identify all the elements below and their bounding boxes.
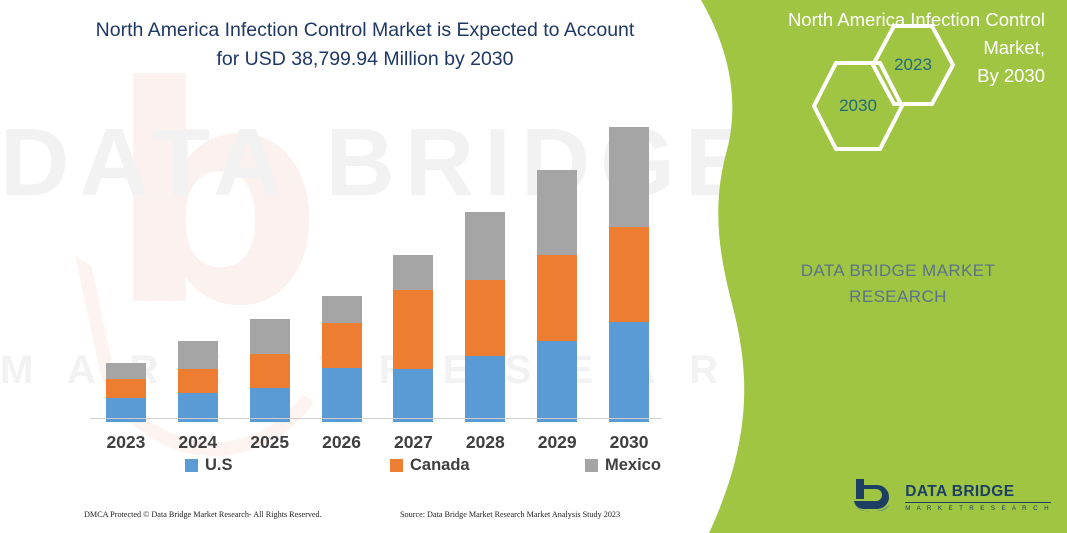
- x-axis-label-2023: 2023: [106, 432, 146, 452]
- legend-label: Canada: [410, 456, 470, 474]
- hexagon-outline-icon: [811, 61, 905, 151]
- bar-segment: [249, 318, 290, 354]
- footer: DMCA Protected © Data Bridge Market Rese…: [0, 506, 700, 528]
- x-axis-tick-labels: 2023 2024 2025 2026 2027 2028 2029 2030: [90, 432, 665, 458]
- bar-group: [105, 363, 146, 422]
- legend-swatch-icon: [185, 459, 198, 472]
- x-axis-label-2025: 2025: [250, 432, 290, 452]
- panel-title-line-2: By 2030: [977, 65, 1045, 86]
- x-axis-label-2028: 2028: [465, 432, 505, 452]
- bar-segment: [537, 341, 578, 422]
- bar-segment: [177, 341, 218, 369]
- bar-segment: [321, 323, 362, 368]
- bar-group: [537, 170, 578, 422]
- bar-segment: [249, 353, 290, 388]
- bar-segment: [465, 356, 506, 422]
- hexagon-badge-2023: 2023: [869, 22, 957, 108]
- legend-label: U.S: [205, 456, 233, 474]
- chart-legend: U.S Canada Mexico: [90, 456, 665, 480]
- panel-brand-text: DATA BRIDGE MARKET RESEARCH: [753, 258, 1043, 310]
- chart-title-line-1: North America Infection Control Market i…: [95, 19, 635, 41]
- bar-segment: [321, 296, 362, 324]
- hexagon-badge-2030: 2030: [809, 58, 907, 154]
- bar-segment: [177, 368, 218, 393]
- panel-brand-line-1: DATA BRIDGE MARKET: [800, 261, 996, 280]
- company-logo: DATA BRIDGE M A R K E T R E S E A R C H: [852, 477, 1051, 519]
- brand-panel-shape: [701, 0, 1067, 533]
- logo-name: DATA BRIDGE: [905, 484, 1051, 503]
- footer-source: Source: Data Bridge Market Research Mark…: [400, 510, 621, 519]
- logo-b-mark-icon: [852, 477, 896, 519]
- bar-group: [321, 296, 362, 422]
- legend-item-mexico[interactable]: Mexico: [585, 456, 661, 475]
- x-axis-label-2024: 2024: [178, 432, 218, 452]
- hexagon-2030-label: 2030: [839, 96, 877, 115]
- bar-segment: [177, 392, 218, 422]
- bar-segment: [609, 322, 650, 422]
- bar-group: [393, 255, 434, 422]
- chart-title: North America Infection Control Market i…: [70, 16, 660, 74]
- hexagon-2023-label: 2023: [894, 55, 932, 74]
- chart-title-line-2: for USD 38,799.94 Million by 2030: [216, 48, 514, 70]
- bar-segment: [393, 368, 434, 422]
- x-axis-label-2026: 2026: [322, 432, 362, 452]
- panel-title: North America Infection Control Market, …: [725, 6, 1045, 90]
- footer-copyright: DMCA Protected © Data Bridge Market Rese…: [84, 510, 322, 519]
- bar-segment: [105, 363, 146, 379]
- bar-segment: [249, 387, 290, 422]
- legend-item-u-s[interactable]: U.S: [185, 456, 233, 475]
- bar-segment: [105, 378, 146, 399]
- bar-segment: [393, 290, 434, 369]
- legend-label: Mexico: [605, 456, 661, 474]
- brand-panel: North America Infection Control Market, …: [687, 0, 1067, 533]
- legend-swatch-icon: [390, 459, 403, 472]
- bar-segment: [537, 255, 578, 342]
- bar-segment: [105, 398, 146, 422]
- bar-segment: [537, 170, 578, 256]
- bar-segment: [465, 280, 506, 357]
- bar-segment: [609, 127, 650, 227]
- legend-swatch-icon: [585, 459, 598, 472]
- x-axis-label-2030: 2030: [609, 432, 649, 452]
- x-axis-line: [90, 418, 662, 419]
- chart-plot-area: [90, 110, 665, 422]
- bar-group: [249, 318, 290, 422]
- bar-segment: [321, 367, 362, 422]
- bar-segment: [393, 255, 434, 291]
- panel-brand-line-2: RESEARCH: [849, 287, 947, 306]
- bar-segment: [609, 226, 650, 323]
- logo-tagline: M A R K E T R E S E A R C H: [905, 504, 1051, 512]
- bar-segment: [465, 212, 506, 281]
- bar-group: [609, 127, 650, 422]
- bar-group: [465, 212, 506, 422]
- x-axis-label-2027: 2027: [393, 432, 433, 452]
- bar-group: [177, 341, 218, 422]
- panel-title-line-1: North America Infection Control Market,: [787, 9, 1045, 58]
- x-axis-label-2029: 2029: [537, 432, 577, 452]
- legend-item-canada[interactable]: Canada: [390, 456, 470, 475]
- hexagon-outline-icon: [870, 24, 956, 106]
